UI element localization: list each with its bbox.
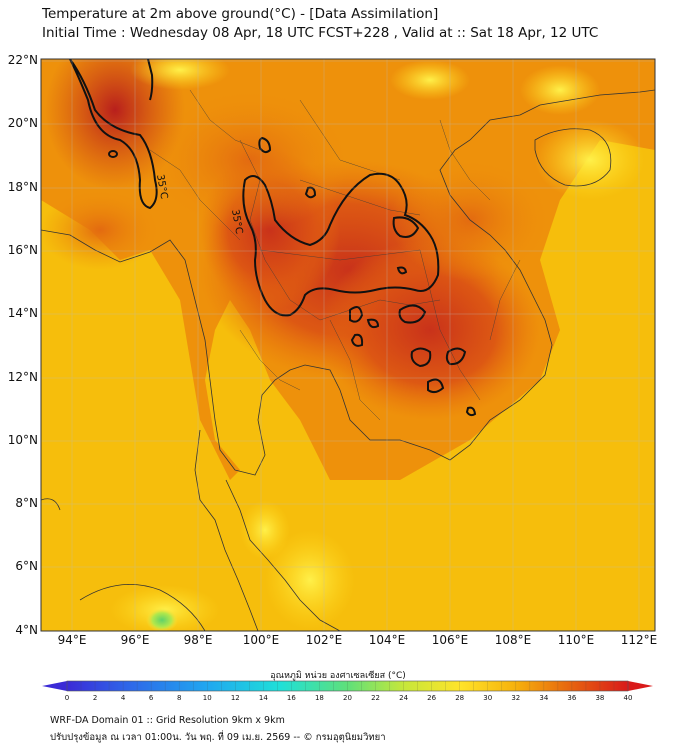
colorbar-tick-label: 14 bbox=[258, 694, 268, 702]
lat-label-16: 16°N bbox=[7, 243, 38, 257]
contour-label-1: 35°C bbox=[154, 174, 169, 200]
colorbar-tick-label: 40 bbox=[623, 694, 633, 702]
lat-label-6: 6°N bbox=[15, 559, 38, 573]
lat-label-8: 8°N bbox=[15, 496, 38, 510]
contour-35c bbox=[69, 59, 477, 417]
lon-label-112: 112°E bbox=[620, 633, 658, 647]
lon-label-94: 94°E bbox=[57, 633, 87, 647]
map-subtitle: Initial Time : Wednesday 08 Apr, 18 UTC … bbox=[42, 25, 599, 41]
lat-label-14: 14°N bbox=[7, 306, 38, 320]
lat-label-18: 18°N bbox=[7, 180, 38, 194]
lon-label-98: 98°E bbox=[183, 633, 213, 647]
colorbar-tick-label: 34 bbox=[539, 694, 549, 702]
lat-label-12: 12°N bbox=[7, 370, 38, 384]
colorbar-tick-label: 26 bbox=[427, 694, 437, 702]
colorbar-tick-label: 28 bbox=[455, 694, 465, 702]
lon-label-102: 102°E bbox=[305, 633, 343, 647]
colorbar-tick-label: 2 bbox=[92, 694, 98, 702]
map-title: Temperature at 2m above ground(°C) - [Da… bbox=[42, 6, 439, 22]
lon-label-108: 108°E bbox=[494, 633, 532, 647]
colorbar-tick-label: 10 bbox=[202, 694, 212, 702]
lon-label-106: 106°E bbox=[431, 633, 469, 647]
colorbar-tick-label: 38 bbox=[595, 694, 605, 702]
lat-label-4: 4°N bbox=[15, 623, 38, 637]
lon-label-100: 100°E bbox=[242, 633, 280, 647]
footer-domain-info: WRF-DA Domain 01 :: Grid Resolution 9km … bbox=[50, 715, 285, 726]
colorbar-tick-label: 30 bbox=[483, 694, 493, 702]
colorbar-tick-label: 20 bbox=[343, 694, 352, 702]
graticule bbox=[41, 59, 655, 631]
contour-label-2: 35°C bbox=[229, 209, 244, 235]
colorbar-tick-label: 16 bbox=[286, 694, 296, 702]
footer-update-info: ปรับปรุงข้อมูล ณ เวลา 01:00น. วัน พฤ. ที… bbox=[50, 732, 386, 743]
colorbar-label: อุณหภูมิ หน่วย องศาเซลเซียส (°C) bbox=[270, 671, 406, 681]
map-frame bbox=[40, 58, 656, 632]
colorbar-tick-label: 0 bbox=[64, 694, 70, 702]
lon-label-104: 104°E bbox=[368, 633, 406, 647]
colorbar-tick-label: 18 bbox=[314, 694, 324, 702]
lat-label-10: 10°N bbox=[7, 433, 38, 447]
lat-label-20: 20°N bbox=[7, 116, 38, 130]
colorbar-tick-label: 8 bbox=[176, 694, 182, 702]
temperature-field bbox=[41, 59, 655, 631]
colorbar bbox=[42, 680, 653, 692]
lat-label-22: 22°N bbox=[7, 53, 38, 67]
colorbar-tick-label: 36 bbox=[567, 694, 577, 702]
colorbar-tick-label: 12 bbox=[230, 694, 240, 702]
lon-label-96: 96°E bbox=[120, 633, 150, 647]
lon-label-110: 110°E bbox=[557, 633, 595, 647]
colorbar-tick-label: 24 bbox=[399, 694, 409, 702]
colorbar-tick-label: 22 bbox=[371, 694, 380, 702]
colorbar-tick-label: 32 bbox=[511, 694, 521, 702]
colorbar-tick-label: 6 bbox=[148, 694, 154, 702]
colorbar-tick-label: 4 bbox=[120, 694, 126, 702]
